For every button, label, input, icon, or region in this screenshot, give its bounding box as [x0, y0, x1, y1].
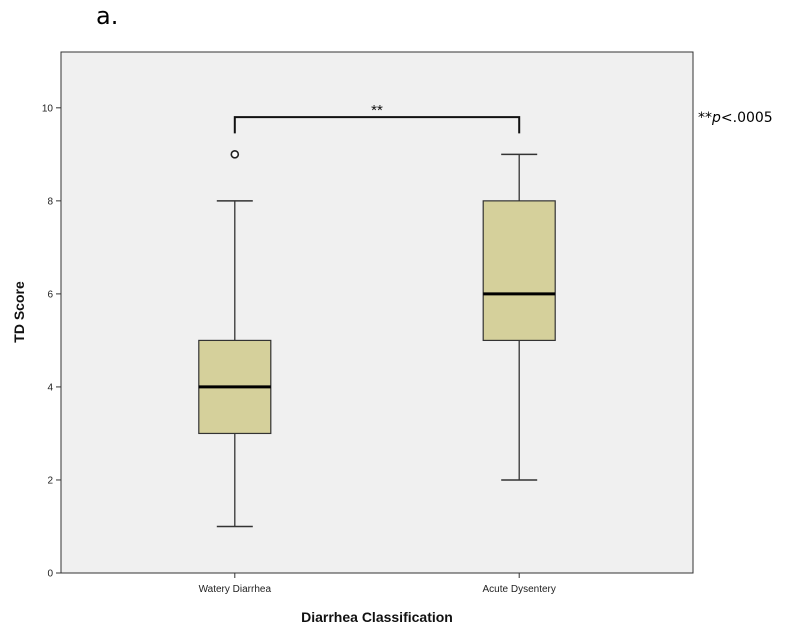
- panel-label: a.: [96, 2, 119, 30]
- significance-bracket: [233, 116, 521, 134]
- y-tick-label: 10: [42, 103, 54, 114]
- significance-stars: **: [371, 102, 383, 119]
- box-group: [482, 153, 556, 481]
- sig-note-threshold: <.0005: [720, 110, 773, 126]
- x-tick-label: Watery Diarrhea: [199, 584, 272, 595]
- sig-note-stars: **: [698, 110, 712, 126]
- y-tick-label: 0: [47, 569, 53, 580]
- x-axis: Watery Diarrhea Acute Dysentery: [199, 573, 556, 595]
- outlier-point: [230, 150, 240, 159]
- x-axis-title: Diarrhea Classification: [301, 609, 453, 625]
- significance-footnote: **p<.0005: [698, 110, 773, 126]
- y-axis: 0 2 4 6 8 10: [42, 52, 62, 580]
- y-tick-label: 2: [47, 475, 53, 486]
- iqr-box: [482, 200, 556, 342]
- y-tick-label: 8: [47, 196, 53, 207]
- box-group: [198, 150, 272, 528]
- sig-note-p: p: [712, 110, 721, 126]
- plot-area: [60, 51, 694, 574]
- y-tick-label: 4: [47, 382, 53, 393]
- y-tick-label: 6: [47, 289, 53, 300]
- x-tick-label: Acute Dysentery: [483, 584, 556, 595]
- significance-bracket-group: **: [233, 102, 521, 134]
- y-axis-title: TD Score: [11, 281, 27, 343]
- box-series: [198, 150, 556, 528]
